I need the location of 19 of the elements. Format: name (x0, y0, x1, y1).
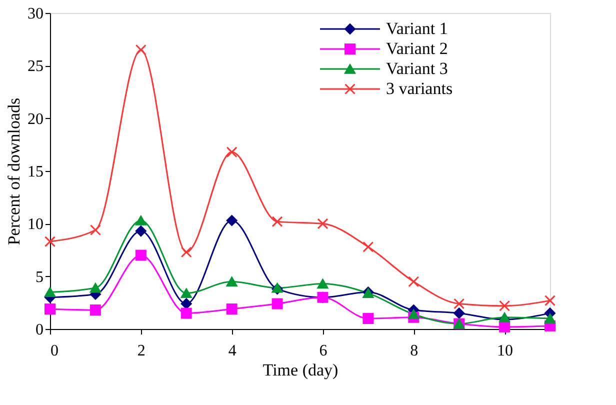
legend-label: Variant 3 (386, 59, 448, 78)
x-tick-label: 8 (410, 342, 418, 360)
y-tick-label: 20 (28, 110, 44, 128)
y-tick-label: 15 (28, 164, 44, 180)
y-tick-label: 30 (28, 6, 44, 22)
legend-label: Variant 2 (386, 39, 448, 58)
x-tick-label: 6 (319, 342, 328, 360)
x-tick-label: 0 (50, 342, 58, 360)
legend-label: 3 variants (386, 79, 453, 98)
y-tick-label: 0 (36, 322, 44, 338)
y-tick-label: 5 (36, 268, 44, 286)
y-tick-label: 25 (28, 58, 44, 76)
x-tick-label: 10 (497, 342, 514, 360)
x-tick-label: 4 (228, 342, 236, 360)
x-axis-title: Time (day) (262, 360, 338, 380)
x-tick-label: 2 (137, 342, 146, 360)
legend-label: Variant 1 (386, 19, 448, 38)
y-tick-label: 10 (28, 216, 44, 234)
y-axis-title: Percent of downloads (4, 98, 24, 246)
